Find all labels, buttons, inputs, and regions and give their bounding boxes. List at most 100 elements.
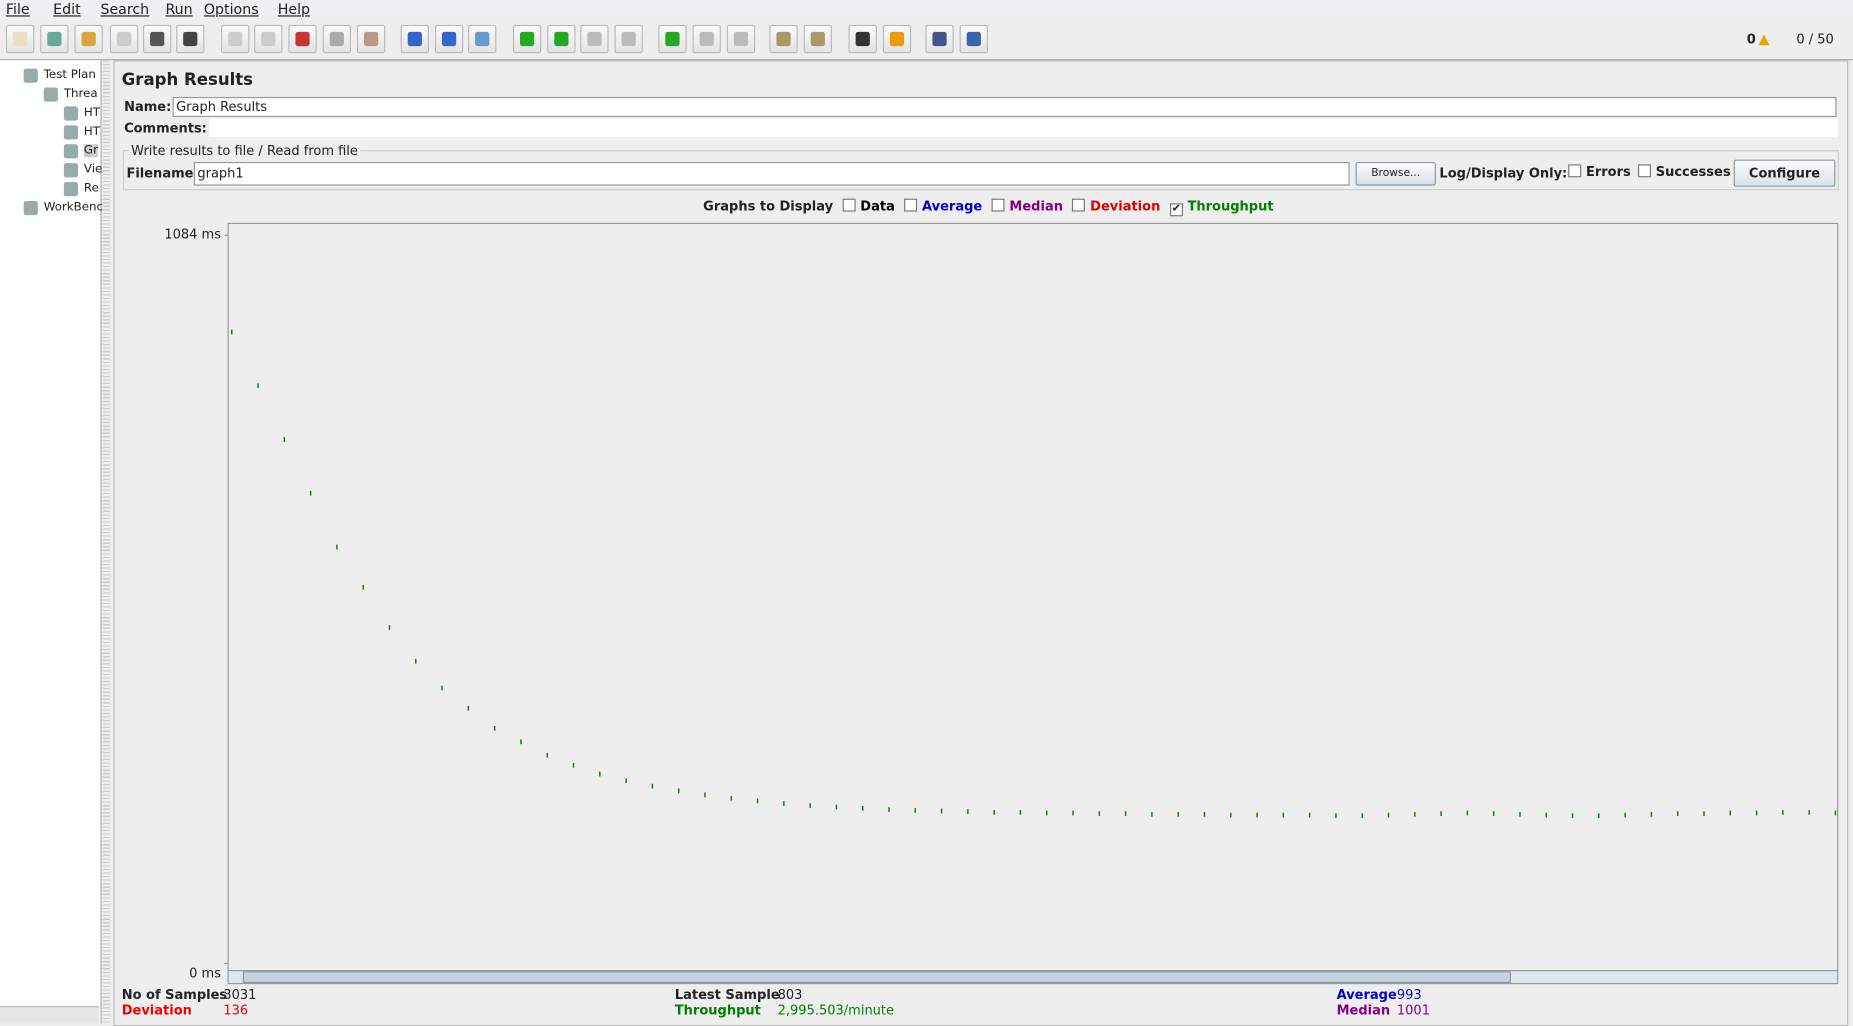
- toolbar-button[interactable]: [925, 24, 954, 54]
- toolbar-button[interactable]: [512, 24, 542, 54]
- toolbar-button[interactable]: [74, 24, 103, 54]
- toolbar-button[interactable]: [769, 24, 798, 54]
- data-point: [914, 807, 917, 813]
- data-point: [1124, 811, 1127, 817]
- toolbar-button[interactable]: [176, 24, 205, 54]
- errors-checkbox[interactable]: Errors: [1568, 164, 1631, 180]
- toolbar-button[interactable]: [434, 24, 464, 54]
- data-point: [1755, 810, 1758, 816]
- toolbar-button[interactable]: [356, 24, 386, 54]
- tree-node[interactable]: Gr: [83, 144, 98, 158]
- data-point: [572, 762, 575, 768]
- tree-icon: [63, 144, 78, 159]
- toolbar-button[interactable]: [726, 24, 756, 54]
- toolbar-button[interactable]: [467, 24, 497, 54]
- tree-icon: [23, 200, 38, 216]
- checkbox: [904, 198, 918, 212]
- data-point: [1782, 809, 1784, 815]
- toolbar-button[interactable]: [882, 24, 912, 54]
- graph-checkbox[interactable]: Median: [991, 198, 1063, 214]
- data-point: [1151, 811, 1153, 817]
- splitter[interactable]: [102, 60, 110, 1024]
- menu-bar: File Edit Search Run Options Help: [0, 0, 1853, 19]
- toolbar-button[interactable]: [5, 24, 35, 54]
- menu-item[interactable]: Edit: [53, 1, 81, 18]
- graph-option-label: Median: [1009, 198, 1063, 214]
- scroll-thumb[interactable]: [242, 971, 1511, 983]
- graph-option-label: Average: [922, 198, 983, 214]
- data-point: [783, 801, 785, 806]
- tree-node[interactable]: Threa: [63, 87, 98, 101]
- data-point: [1308, 812, 1311, 818]
- plot-area: [227, 222, 1839, 972]
- average-value: 993: [1396, 987, 1422, 1003]
- menu-item[interactable]: Options: [203, 1, 259, 18]
- tree-icon: [23, 68, 38, 83]
- menu-item[interactable]: Help: [277, 1, 311, 18]
- toolbar-button[interactable]: [692, 24, 721, 54]
- data-point: [1703, 811, 1705, 817]
- data-point: [967, 809, 969, 815]
- latest-label: Latest Sample: [674, 987, 780, 1003]
- tree-scrollbar[interactable]: [0, 1006, 100, 1024]
- data-point: [1466, 810, 1469, 816]
- data-point: [835, 804, 838, 810]
- median-value: 1001: [1396, 1002, 1430, 1018]
- filename-field[interactable]: graph1: [193, 161, 1350, 186]
- toolbar-button[interactable]: [614, 24, 643, 54]
- data-point: [1256, 812, 1258, 818]
- samples-label: No of Samples: [121, 987, 228, 1003]
- toolbar-button[interactable]: [288, 24, 317, 54]
- configure-button[interactable]: Configure: [1733, 159, 1836, 187]
- tree-node[interactable]: Re: [83, 182, 99, 196]
- data-point: [257, 383, 259, 389]
- successes-checkbox[interactable]: Successes: [1637, 164, 1731, 180]
- graph-option-label: Data: [860, 198, 895, 214]
- tree-node[interactable]: Test Plan: [43, 68, 96, 82]
- tree-node[interactable]: HT: [83, 125, 101, 139]
- menu-item[interactable]: Run: [165, 1, 193, 18]
- toolbar-button[interactable]: [109, 24, 139, 54]
- name-field[interactable]: Graph Results: [172, 96, 1837, 118]
- toolbar-button[interactable]: [40, 24, 69, 54]
- checkbox: ✔: [1169, 203, 1183, 217]
- toolbar-button[interactable]: [658, 24, 687, 54]
- toolbar-button[interactable]: [848, 24, 877, 54]
- toolbar-button[interactable]: [400, 24, 429, 54]
- toolbar-button[interactable]: [547, 24, 576, 54]
- graph-checkbox[interactable]: Average: [904, 198, 983, 214]
- tree-node[interactable]: Vie: [83, 163, 103, 177]
- data-point: [862, 805, 864, 811]
- toolbar-button[interactable]: [580, 24, 609, 54]
- data-point: [704, 792, 706, 798]
- data-point: [1046, 810, 1048, 816]
- toolbar-button[interactable]: [254, 24, 283, 54]
- results-panel: Graph Results Name: Graph Results Commen…: [113, 60, 1849, 1026]
- menu-item[interactable]: File: [5, 1, 30, 18]
- toolbar-button[interactable]: [803, 24, 832, 54]
- thread-count: 0 / 50: [1796, 31, 1834, 48]
- tree-node[interactable]: HT: [83, 106, 101, 120]
- toolbar-button[interactable]: [959, 24, 988, 54]
- tree-icon: [63, 106, 78, 121]
- data-point: [625, 778, 627, 784]
- tree-icon: [63, 163, 78, 178]
- tree-node[interactable]: WorkBenc: [43, 200, 104, 214]
- warning-icon: ▲: [1758, 30, 1770, 48]
- data-point: [756, 798, 759, 804]
- comments-field[interactable]: [209, 118, 1838, 138]
- graph-checkbox[interactable]: ✔ Throughput: [1169, 199, 1274, 217]
- data-point: [283, 437, 286, 442]
- toolbar-button[interactable]: [322, 24, 351, 54]
- data-point: [1387, 812, 1390, 818]
- data-point: [1545, 812, 1547, 818]
- y-tick-label: 0 ms: [189, 967, 221, 982]
- toolbar-button[interactable]: [142, 24, 172, 54]
- graph-checkbox[interactable]: Data: [842, 198, 895, 214]
- data-point: [1098, 811, 1101, 817]
- browse-button[interactable]: Browse...: [1355, 161, 1436, 186]
- graph-checkbox[interactable]: Deviation: [1072, 198, 1160, 214]
- menu-item[interactable]: Search: [100, 1, 150, 18]
- toolbar-button[interactable]: [220, 24, 250, 54]
